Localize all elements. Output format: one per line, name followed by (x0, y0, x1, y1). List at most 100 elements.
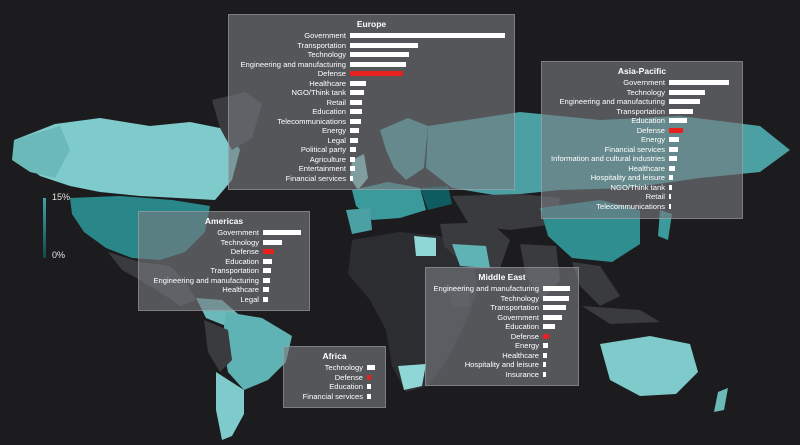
middle-east-row: Technology (426, 294, 578, 303)
europe-category-label: Defense (317, 69, 346, 78)
middle-east-bar (543, 352, 548, 358)
europe-category-label: Energy (321, 126, 346, 135)
asia-pacific-category-label: Telecommunications (596, 201, 665, 211)
europe-row: Technology (229, 50, 514, 59)
asia-pacific-bar (669, 146, 678, 152)
australia-shape (600, 336, 698, 396)
asia-pacific-category-label: Hospitality and leisure (590, 173, 665, 182)
africa-row: Defense (284, 373, 385, 382)
europe-row: Telecommunications (229, 117, 514, 126)
europe-category-label: Telecommunications (277, 116, 346, 126)
europe-bar (350, 137, 358, 143)
asia-pacific-bar (669, 156, 678, 161)
europe-bar (350, 166, 355, 171)
asia-pacific-row: Information and cultural industries (542, 154, 742, 163)
middle-east-category-label: Education (505, 322, 539, 331)
americas-bar (263, 230, 301, 235)
asia-pacific-row: Healthcare (542, 164, 742, 173)
africa-category-label: Technology (324, 363, 363, 372)
asia-pacific-bar (669, 203, 671, 209)
asia-pacific-bar (669, 80, 729, 85)
middle-east-category-label: Technology (500, 293, 539, 303)
americas-row: Healthcare (139, 285, 309, 294)
middle-east-row: Insurance (426, 370, 578, 379)
europe-bar (350, 175, 354, 181)
africa-bar (367, 393, 371, 399)
europe-category-label: Financial services (285, 173, 346, 183)
americas-category-label: Defense (230, 247, 259, 256)
peru-shape (204, 320, 232, 372)
europe-row: Transportation (229, 41, 514, 50)
panel-middle-east: Middle East Engineering and manufacturin… (425, 267, 579, 386)
europe-bar (350, 80, 366, 86)
asia-pacific-row: Retail (542, 192, 742, 201)
europe-category-label: Retail (326, 97, 346, 107)
asia-pacific-row: Transportation (542, 107, 742, 116)
asia-pacific-row: Government (542, 78, 742, 87)
europe-category-label: Education (312, 107, 346, 116)
color-scale-legend: 15% 0% (40, 192, 80, 262)
europe-row: Financial services (229, 174, 514, 183)
europe-row: Legal (229, 136, 514, 145)
europe-row: Energy (229, 126, 514, 135)
africa-row: Education (284, 382, 385, 391)
middle-east-bar (543, 295, 569, 301)
americas-category-label: Government (217, 228, 259, 237)
americas-category-label: Engineering and manufacturing (153, 275, 259, 285)
americas-category-label: Education (225, 256, 259, 266)
americas-bar (263, 268, 272, 273)
europe-row: Defense (229, 69, 514, 78)
africa-row: Technology (284, 363, 385, 372)
asia-pacific-row: Hospitality and leisure (542, 173, 742, 182)
panel-title-middle-east: Middle East (478, 272, 526, 282)
canada-shape (14, 118, 240, 200)
asia-pacific-bar (669, 99, 701, 104)
europe-category-label: Healthcare (309, 78, 346, 88)
asia-pacific-row: Engineering and manufacturing (542, 97, 742, 106)
africa-row: Financial services (284, 392, 385, 401)
europe-category-label: Engineering and manufacturing (240, 59, 346, 69)
asia-pacific-category-label: Energy (640, 135, 665, 144)
asia-pacific-category-label: Defense (636, 125, 665, 135)
europe-category-label: Transportation (297, 40, 346, 50)
western-europe-shape (352, 182, 426, 220)
europe-bar (350, 128, 360, 133)
middle-east-row: Engineering and manufacturing (426, 284, 578, 293)
middle-east-bar (543, 333, 549, 339)
asia-pacific-row: Energy (542, 135, 742, 144)
saudi-shape (452, 244, 490, 268)
middle-east-row: Government (426, 313, 578, 322)
panel-americas: Americas Government Technology Defense Educ… (138, 211, 310, 311)
asia-pacific-bar (669, 108, 693, 114)
americas-category-label: Technology (220, 237, 259, 247)
americas-bar (263, 239, 282, 245)
europe-bar (350, 61, 406, 67)
africa-category-label: Financial services (302, 391, 363, 401)
indonesia-shape (582, 306, 660, 324)
africa-category-label: Education (329, 382, 363, 391)
europe-row: Education (229, 107, 514, 116)
middle-east-category-label: Engineering and manufacturing (433, 284, 539, 293)
asia-pacific-bar (669, 165, 675, 171)
americas-row: Engineering and manufacturing (139, 276, 309, 285)
asia-pacific-bar (669, 89, 705, 95)
europe-row: Agriculture (229, 155, 514, 164)
middle-east-category-label: Energy (514, 341, 539, 350)
asia-pacific-category-label: NGO/Think tank (610, 182, 665, 192)
europe-row: Political party (229, 145, 514, 154)
africa-bar (367, 374, 372, 380)
alaska-shape (12, 126, 70, 178)
africa-category-label: Defense (334, 372, 363, 382)
panel-asia-pacific: Asia-Pacific Government Technology Enginee… (541, 61, 743, 219)
panel-africa: Africa Technology Defense Education Financi… (283, 346, 386, 408)
legend-min-label: 0% (52, 250, 66, 260)
panel-title-americas: Americas (204, 216, 244, 226)
americas-row: Technology (139, 238, 309, 247)
americas-bar (263, 258, 273, 264)
asia-pacific-row: Education (542, 116, 742, 125)
middle-east-category-label: Defense (510, 331, 539, 341)
new-zealand-shape (714, 388, 728, 412)
asia-pacific-category-label: Government (623, 78, 665, 87)
asia-pacific-category-label: Transportation (616, 106, 665, 116)
europe-category-label: Entertainment (298, 164, 346, 173)
